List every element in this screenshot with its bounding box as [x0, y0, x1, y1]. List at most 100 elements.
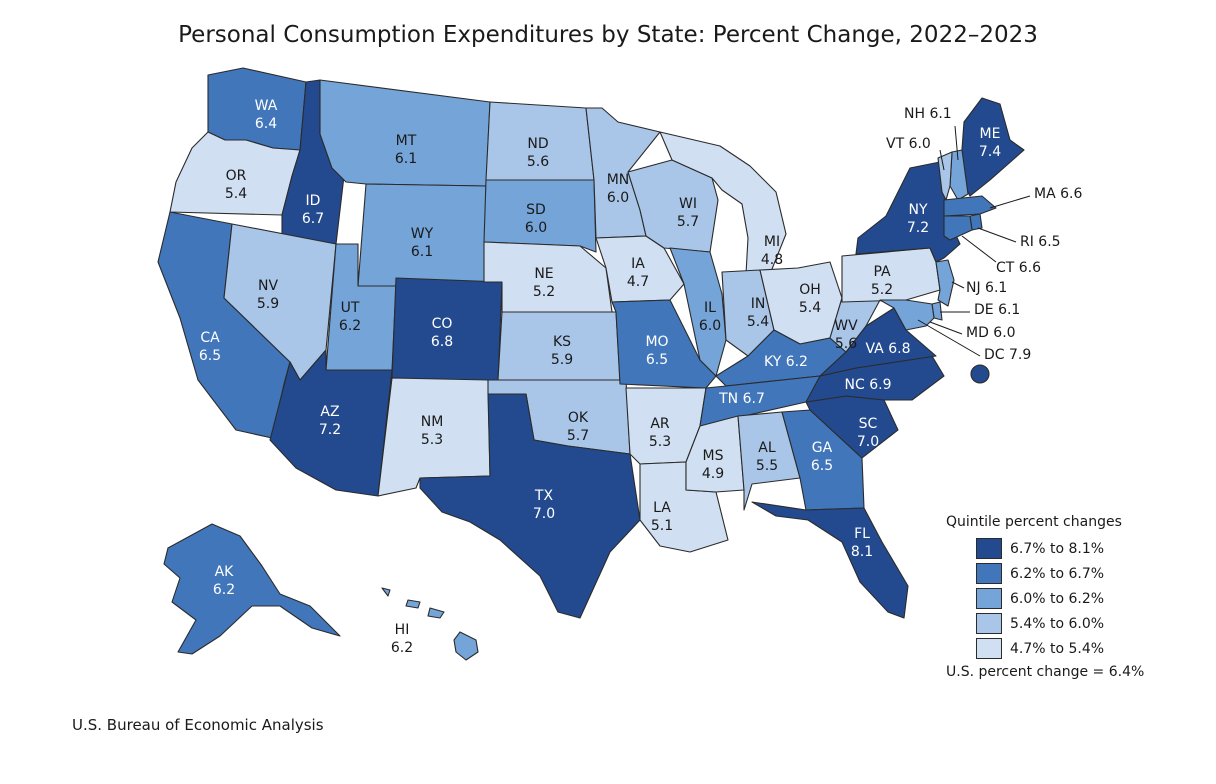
state-label-ky: KY 6.2 [764, 354, 808, 370]
state-label-va: VA 6.8 [866, 341, 911, 357]
state-abbr-ut: UT [341, 300, 360, 316]
state-abbr-ga: GA [812, 440, 833, 456]
state-abbr-ny: NY [908, 202, 927, 218]
callout-leader-ma [989, 195, 1031, 209]
callout-leader-nj [951, 281, 965, 289]
state-abbr-wv: WV [834, 318, 858, 334]
legend-row: 6.2% to 6.7% [946, 561, 1196, 586]
map-title: Personal Consumption Expenditures by Sta… [178, 22, 1038, 48]
legend-label: 4.7% to 5.4% [1010, 640, 1105, 657]
state-abbr-nd: ND [527, 136, 548, 152]
state-value-hi: 6.2 [391, 640, 413, 656]
state-value-co: 6.8 [431, 334, 453, 350]
state-value-mt: 6.1 [395, 151, 417, 167]
legend-swatch [976, 613, 1002, 634]
state-callout-md: MD 6.0 [966, 325, 1016, 341]
state-abbr-al: AL [758, 440, 776, 456]
callout-leader-ct [961, 235, 997, 263]
state-abbr-mo: MO [645, 334, 668, 350]
source-credit: U.S. Bureau of Economic Analysis [72, 716, 324, 734]
legend-row: 4.7% to 5.4% [946, 636, 1196, 661]
state-value-az: 7.2 [319, 422, 341, 438]
state-abbr-ar: AR [650, 416, 670, 432]
state-value-wv: 5.6 [835, 336, 857, 352]
state-value-al: 5.5 [756, 458, 778, 474]
state-value-mn: 6.0 [607, 190, 629, 206]
legend-swatch [976, 638, 1002, 659]
state-callout-de: DE 6.1 [974, 302, 1020, 318]
callout-leader-dc [917, 319, 981, 357]
state-value-ia: 4.7 [627, 274, 649, 290]
state-value-sc: 7.0 [857, 434, 879, 450]
state-value-or: 5.4 [225, 186, 247, 202]
state-abbr-ne: NE [534, 266, 553, 282]
state-sd [483, 179, 597, 253]
state-abbr-id: ID [306, 193, 321, 209]
state-abbr-ks: KS [553, 334, 571, 350]
state-value-nv: 5.9 [257, 296, 279, 312]
state-label-tn: TN 6.7 [718, 391, 765, 407]
state-abbr-ia: IA [631, 256, 645, 272]
state-callout-ct: CT 6.6 [996, 260, 1041, 276]
state-abbr-pa: PA [873, 264, 891, 280]
state-abbr-oh: OH [799, 282, 821, 298]
legend-row: 6.0% to 6.2% [946, 586, 1196, 611]
state-il [669, 247, 727, 377]
state-abbr-hi: HI [395, 622, 410, 638]
state-abbr-in: IN [751, 296, 766, 312]
state-value-nm: 5.3 [421, 432, 443, 448]
state-vt [937, 151, 953, 201]
state-value-tx: 7.0 [533, 506, 555, 522]
state-abbr-az: AZ [320, 404, 339, 420]
legend-row: 6.7% to 8.1% [946, 536, 1196, 561]
state-abbr-mn: MN [607, 172, 630, 188]
legend-label: 6.2% to 6.7% [1010, 565, 1105, 582]
callout-leader-md [929, 321, 963, 335]
state-abbr-sd: SD [526, 202, 546, 218]
state-tx [419, 393, 641, 619]
state-value-oh: 5.4 [799, 300, 821, 316]
state-value-in: 5.4 [747, 314, 769, 330]
state-abbr-la: LA [653, 500, 671, 516]
state-abbr-ak: AK [215, 564, 235, 580]
state-abbr-co: CO [432, 316, 453, 332]
state-callout-vt: VT 6.0 [886, 136, 931, 152]
state-ak [163, 523, 341, 655]
legend-label: 5.4% to 6.0% [1010, 615, 1105, 632]
state-abbr-or: OR [226, 168, 247, 184]
state-value-id: 6.7 [302, 211, 324, 227]
state-ma [943, 195, 997, 217]
state-value-wa: 6.4 [255, 116, 277, 132]
state-abbr-wa: WA [255, 98, 278, 114]
state-abbr-wy: WY [411, 226, 434, 242]
state-value-ny: 7.2 [907, 220, 929, 236]
state-mo [611, 299, 717, 389]
state-value-ks: 5.9 [551, 352, 573, 368]
state-value-ak: 6.2 [213, 582, 235, 598]
state-value-ut: 6.2 [339, 318, 361, 334]
state-value-me: 7.4 [979, 144, 1001, 160]
state-callout-ri: RI 6.5 [1020, 234, 1061, 250]
legend-row: 5.4% to 6.0% [946, 611, 1196, 636]
state-callout-nh: NH 6.1 [904, 106, 952, 122]
state-callout-dc: DC 7.9 [984, 347, 1031, 363]
state-value-ne: 5.2 [533, 284, 555, 300]
state-value-nd: 5.6 [527, 154, 549, 170]
callout-leader-ri [977, 227, 1017, 243]
callout-leader-vt [939, 149, 945, 171]
state-value-ms: 4.9 [702, 466, 724, 482]
state-value-pa: 5.2 [871, 282, 893, 298]
legend: Quintile percent changes 6.7% to 8.1% 6.… [946, 514, 1196, 680]
state-value-ar: 5.3 [649, 434, 671, 450]
us-percent-change-note: U.S. percent change = 6.4% [946, 664, 1145, 680]
legend-title: Quintile percent changes [946, 514, 1122, 530]
state-value-fl: 8.1 [851, 544, 873, 560]
legend-swatch [976, 588, 1002, 609]
legend-label: 6.7% to 8.1% [1010, 540, 1105, 557]
state-value-mo: 6.5 [646, 352, 668, 368]
state-abbr-tx: TX [534, 488, 554, 504]
state-ct [943, 215, 973, 241]
state-value-wy: 6.1 [411, 244, 433, 260]
state-abbr-ms: MS [703, 448, 724, 464]
